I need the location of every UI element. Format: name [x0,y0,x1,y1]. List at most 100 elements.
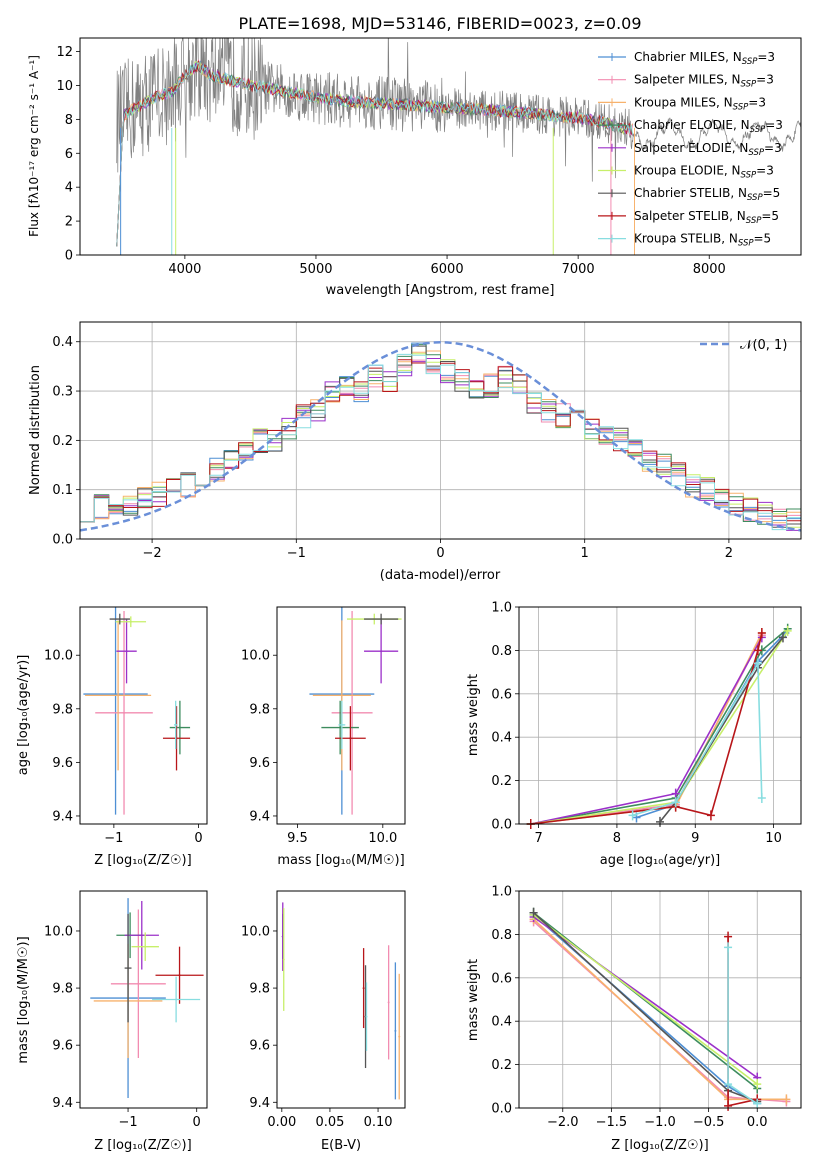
z-age-point [123,711,126,714]
mass-age-x-tick-label: 10.0 [368,831,397,846]
z-mass-y-tick-label: 10.0 [44,924,73,939]
legend-label: Chabrier ELODIE, NSSP=3 [634,118,783,135]
z-mass-point [137,982,140,985]
spectrum-x-tick-label: 5000 [299,262,332,277]
age-weight-x-tick-label: 8 [613,831,621,846]
residual-x-tick-label: −1 [287,546,306,561]
spectrum-y-tick-label: 10 [56,79,73,94]
mass-age-x-tick-label: 9.5 [287,831,308,846]
z-age-point [114,693,117,696]
age-weight-plus-marker [753,645,762,656]
z-weight-panel: −2.0 −1.5 −1.0 −0.5 0.0 0.0 0.2 0.4 0.6 0.8 1.0 Z … [466,885,802,1153]
z-weight-plus-marker [724,942,733,953]
z-age-x-tick-label: −1 [104,831,123,846]
z-age-y-label: age [log₁₀(age/yr)] [16,655,31,776]
age-weight-plus-marker [753,658,762,669]
spectrum-x-tick-label: 8000 [693,262,726,277]
residual-y-tick-label: 0.0 [52,533,73,548]
age-weight-y-tick-label: 0.0 [491,818,512,833]
age-weight-y-label: mass weight [466,674,481,756]
ebv-mass-x-tick-label: 0.10 [364,1115,393,1130]
spectrum-y-tick-label: 12 [56,45,73,60]
residual-x-tick-label: 0 [436,546,444,561]
z-weight-y-label: mass weight [466,959,481,1041]
age-weight-plus-marker [778,632,787,643]
z-weight-plus-marker [724,1100,733,1111]
residual-y-tick-label: 0.3 [52,385,73,400]
spectrum-y-tick-label: 6 [65,147,73,162]
ebv-mass-y-tick-label: 9.6 [249,1039,270,1054]
z-age-point [178,726,181,729]
age-weight-x-tick-label: 10 [765,831,782,846]
figure-title: PLATE=1698, MJD=53146, FIBERID=0023, z=0… [238,14,641,33]
spectrum-legend: Chabrier MILES, NSSP=3 Salpeter MILES, NS… [598,50,783,249]
spectrum-y-label: Flux [fλ10⁻¹⁷ erg cm⁻² s⁻¹ A⁻¹] [27,55,41,237]
mass-age-point [380,618,383,621]
z-weight-y-tick-label: 0.6 [491,971,512,986]
residual-y-label: Normed distribution [28,365,43,495]
mass-age-point [340,694,343,697]
z-mass-y-tick-label: 9.4 [52,1096,73,1111]
legend-label: Kroupa ELODIE, NSSP=3 [634,164,774,181]
model-spectrum-line [116,61,634,247]
ebv-mass-x-label: E(B-V) [321,1138,361,1153]
age-weight-x-label: age [log₁₀(age/yr)] [600,853,721,868]
ebv-mass-y-tick-label: 9.4 [249,1096,270,1111]
z-age-point [125,650,128,653]
z-mass-point [178,974,181,977]
z-weight-y-tick-label: 1.0 [491,885,512,900]
mass-age-point [339,726,342,729]
age-weight-y-tick-label: 0.4 [491,731,512,746]
z-mass-y-label: mass [log₁₀(M/M☉)] [16,936,31,1063]
age-weight-x-tick-label: 9 [691,831,699,846]
legend-label: Kroupa STELIB, NSSP=5 [634,232,771,249]
model-spectrum-line [116,63,634,247]
ebv-mass-point [387,1001,390,1004]
z-weight-plus-marker [782,1094,791,1105]
age-weight-x-tick-label: 7 [534,831,542,846]
mass-age-y-tick-label: 9.4 [249,809,270,824]
age-weight-plus-marker [706,810,715,821]
legend-label: Salpeter ELODIE, NSSP=3 [634,141,782,158]
z-weight-x-label: Z [log₁₀(Z/Z☉)] [611,1138,708,1153]
legend-label: Chabrier MILES, NSSP=3 [634,50,775,67]
age-weight-axes-frame [518,606,802,825]
ebv-mass-y-tick-label: 9.8 [249,982,270,997]
age-weight-y-tick-label: 0.2 [491,774,512,789]
z-mass-y-tick-label: 9.8 [52,982,73,997]
z-age-point [174,723,177,726]
residual-x-tick-label: −2 [143,546,162,561]
z-mass-point [127,967,130,970]
mass-age-point [349,737,352,740]
observed-spectrum-line [116,38,801,182]
ebv-mass-point [362,987,365,990]
z-mass-x-tick-label: 0 [193,1115,201,1130]
z-weight-x-tick-label: −1.0 [644,1115,676,1130]
residual-y-tick-label: 0.1 [52,483,73,498]
spectrum-x-tick-label: 4000 [168,262,201,277]
ebv-mass-point [365,1015,368,1018]
mass-age-y-tick-label: 9.6 [249,756,270,771]
ebv-mass-axes-frame [276,890,406,1109]
z-mass-axes-frame [79,890,208,1109]
z-mass-x-tick-label: −1 [118,1115,137,1130]
z-weight-series-line [533,914,758,1085]
age-weight-plus-marker [671,788,680,799]
z-weight-plus-marker [724,931,733,942]
residual-x-tick-label: 2 [725,546,733,561]
z-age-panel: −1 0 9.4 9.6 9.8 10.0 Z [log₁₀(Z/Z☉)] age [lo… [16,606,208,868]
z-weight-x-tick-label: 0.0 [747,1115,768,1130]
spectrum-x-tick-label: 6000 [431,262,464,277]
residual-y-tick-label: 0.4 [52,335,73,350]
legend-label: Kroupa MILES, NSSP=3 [634,95,766,112]
z-mass-x-label: Z [log₁₀(Z/Z☉)] [94,1138,191,1153]
z-age-point [129,620,132,623]
age-weight-panel: 7 8 9 10 0.0 0.2 0.4 0.6 0.8 1.0 age [log₁₀(age/y… [466,601,802,868]
age-weight-series-line [530,628,789,825]
age-weight-series-line [659,636,784,823]
age-weight-y-tick-label: 1.0 [491,601,512,616]
legend-label: Chabrier STELIB, NSSP=5 [634,186,780,203]
z-age-x-tick-label: 0 [194,831,202,846]
z-weight-plus-marker [753,1079,762,1090]
